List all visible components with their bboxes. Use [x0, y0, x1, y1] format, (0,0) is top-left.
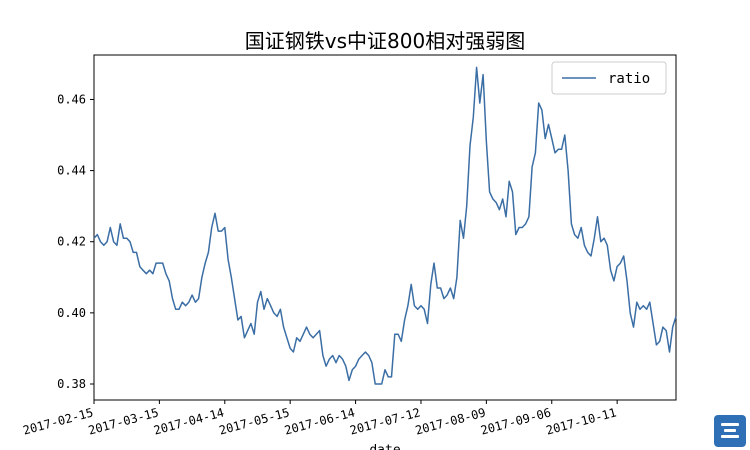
- x-tick-label: 2017-08-09: [414, 405, 487, 437]
- x-tick-label: 2017-05-15: [218, 405, 291, 437]
- y-tick-label: 0.42: [57, 235, 86, 249]
- legend-label: ratio: [608, 71, 650, 87]
- logo-icon: [714, 415, 746, 447]
- x-tick-label: 2017-04-14: [152, 405, 225, 437]
- x-tick-label: 2017-07-12: [348, 405, 421, 437]
- legend-box: [551, 61, 667, 95]
- x-tick-label: 2017-09-06: [479, 405, 552, 437]
- plot-area: 0.38 0.40 0.42 0.44 0.46 2017-02-152017-03-15…: [21, 54, 677, 438]
- x-tick-label: 2017-02-15: [21, 405, 94, 437]
- y-tick-label: 0.40: [57, 306, 86, 320]
- axes-frame: [93, 54, 677, 401]
- x-tick-label: 2017-06-14: [283, 405, 356, 437]
- y-tick-label: 0.46: [57, 92, 86, 106]
- x-tick-label: 2017-03-15: [87, 405, 160, 437]
- y-tick-label: 0.44: [57, 164, 86, 178]
- y-tick-label: 0.38: [57, 377, 86, 391]
- x-axis-label: date: [369, 443, 400, 450]
- chart-title: 国证钢铁vs中证800相对强弱图: [245, 29, 525, 53]
- x-tick-label: 2017-10-11: [545, 405, 618, 437]
- series-line-ratio: [93, 66, 677, 385]
